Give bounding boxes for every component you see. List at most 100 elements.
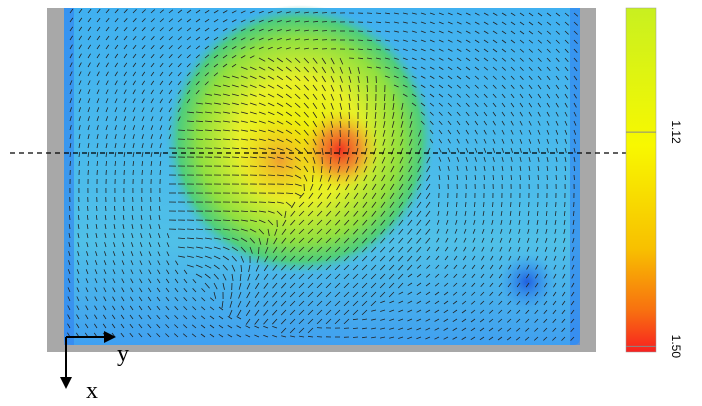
vector [114,89,118,95]
vector [96,116,99,122]
vector [204,45,210,50]
vector [114,9,119,14]
vector [528,48,533,53]
vector [120,314,125,320]
vector [87,89,91,95]
vector [218,315,224,320]
vector [307,300,314,307]
vector [407,246,413,253]
vector [526,237,530,243]
vector [420,12,426,15]
vector [339,111,342,119]
vector [86,251,89,257]
vector [465,12,471,16]
vector [156,296,161,302]
vector [298,318,305,325]
vector [361,264,368,271]
vector [429,12,435,15]
vector [328,174,332,182]
vector [204,129,213,132]
vector [231,264,236,272]
vector [231,120,239,123]
vector [267,138,275,142]
vector [335,219,341,226]
vector [159,107,163,113]
vector [490,246,494,252]
vector [230,291,233,299]
vector [113,233,116,239]
vector [258,120,266,124]
vector [204,255,212,259]
vector [114,71,118,77]
vector [371,309,377,312]
vector [389,246,395,253]
vector [546,66,551,72]
vector [86,233,89,239]
vector [348,84,351,92]
vector [132,62,137,68]
vector [85,278,89,284]
vector [303,20,309,23]
vector [357,66,360,74]
vector [325,273,332,280]
vector [453,255,458,261]
vector [69,125,72,131]
vector [536,237,539,243]
vector [213,147,222,149]
vector [507,273,512,279]
vector [537,75,542,81]
vector [463,228,467,234]
vector [510,30,516,35]
vector [407,282,413,287]
vector [308,192,314,199]
vector [192,278,197,284]
vector [195,120,204,123]
vector [483,102,488,108]
vector [411,93,417,97]
vector [289,282,296,289]
vector [474,48,480,53]
vector [294,66,301,72]
vector [470,327,476,332]
vector [303,129,309,136]
vector [355,147,359,155]
vector [488,318,494,323]
vector [519,66,524,71]
vector [371,183,377,191]
vector [276,165,284,168]
vector [429,21,435,25]
vector [240,55,246,59]
vector [452,327,458,331]
vector [455,210,458,216]
vector [346,165,350,173]
vector [222,147,231,149]
vector [94,287,98,293]
vector [294,156,301,162]
vector [471,291,476,296]
vector [426,255,431,260]
vector [150,125,154,131]
vector [573,120,577,126]
vector [375,102,377,111]
vector [474,147,478,153]
vector [276,66,284,72]
vector [307,291,314,298]
vector [554,210,557,217]
vector [402,75,408,79]
vector [294,47,300,50]
vector [456,102,461,107]
vector [411,66,417,70]
vector [165,333,170,338]
vector [356,138,359,146]
vector [240,28,246,32]
vector [132,107,136,113]
vector [534,336,539,341]
vector [267,219,274,226]
vector [141,44,146,50]
vector [231,237,239,241]
vector [69,98,73,104]
vector [307,228,314,235]
vector [372,165,377,173]
vector [222,63,228,68]
vector [335,210,341,217]
